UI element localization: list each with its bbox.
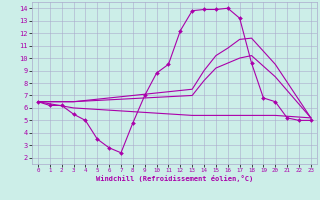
X-axis label: Windchill (Refroidissement éolien,°C): Windchill (Refroidissement éolien,°C) — [96, 175, 253, 182]
